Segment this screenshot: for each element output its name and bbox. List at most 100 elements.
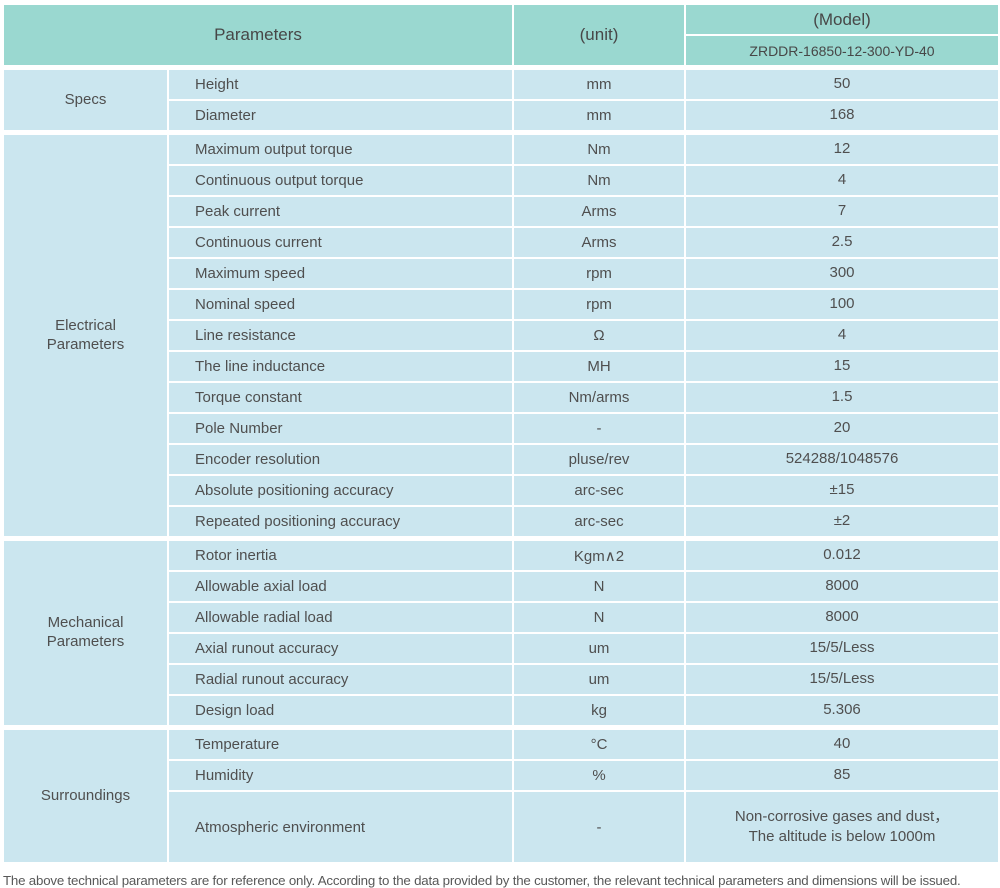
parameter-value: 15 <box>684 350 1000 383</box>
parameter-unit: % <box>512 759 686 792</box>
parameter-value: 40 <box>684 725 1000 761</box>
parameter-value: 12 <box>684 130 1000 166</box>
table-row: Allowable axial load N 8000 <box>3 570 1000 603</box>
parameter-unit: - <box>512 412 686 445</box>
parameter-name: Line resistance <box>167 319 514 352</box>
table-row: Peak current Arms 7 <box>3 195 1000 228</box>
parameter-unit: mm <box>512 65 686 101</box>
parameter-value: 15/5/Less <box>684 632 1000 665</box>
table-row: Pole Number -20 <box>3 412 1000 445</box>
parameter-unit: Nm <box>512 164 686 197</box>
parameter-value: ±15 <box>684 474 1000 507</box>
parameter-unit: - <box>512 790 686 864</box>
parameter-value: 168 <box>684 99 1000 134</box>
header-parameters: Parameters <box>2 3 514 69</box>
spec-table: Parameters (unit) (Model) ZRDDR-16850-12… <box>2 3 1000 864</box>
parameter-unit: Nm <box>512 130 686 166</box>
table-row: Specs Height mm 50 <box>2 65 1000 134</box>
parameter-unit: Kgm∧2 <box>512 536 686 572</box>
parameter-value: 7 <box>684 195 1000 228</box>
table-row: Electrical Parameters Maximum output torq… <box>2 130 1000 540</box>
parameter-name: The line inductance <box>167 350 514 383</box>
table-row: The line inductance MH 15 <box>3 350 1000 383</box>
parameter-value: 4 <box>684 164 1000 197</box>
parameter-unit: N <box>512 601 686 634</box>
table-row: Maximum speed rpm 300 <box>3 257 1000 290</box>
parameter-value: 1.5 <box>684 381 1000 414</box>
parameter-value: 524288/1048576 <box>684 443 1000 476</box>
parameter-value: 4 <box>684 319 1000 352</box>
parameter-value: 2.5 <box>684 226 1000 259</box>
parameter-name: Encoder resolution <box>167 443 514 476</box>
section-name: Mechanical Parameters <box>2 536 169 729</box>
parameter-value: 100 <box>684 288 1000 321</box>
table-row: Humidity% 85 <box>3 759 1000 792</box>
parameter-name: Diameter <box>167 99 514 134</box>
table-row: Repeated positioning accuracy arc-sec ±2 <box>3 505 1000 540</box>
table-row: Continuous output torque Nm 4 <box>3 164 1000 197</box>
parameter-unit: um <box>512 632 686 665</box>
parameter-value: 8000 <box>684 601 1000 634</box>
table-row: Mechanical Parameters Rotor inertia Kgm∧2 0… <box>2 536 1000 729</box>
parameter-value: 15/5/Less <box>684 663 1000 696</box>
parameter-name: Rotor inertia <box>167 536 514 572</box>
parameter-name: Allowable axial load <box>167 570 514 603</box>
header-model-number: ZRDDR-16850-12-300-YD-40 <box>684 34 1000 69</box>
parameter-name: Radial runout accuracy <box>167 663 514 696</box>
parameter-unit: kg <box>512 694 686 729</box>
table-row: Allowable radial load N 8000 <box>3 601 1000 634</box>
parameter-unit: pluse/rev <box>512 443 686 476</box>
table-row: Absolute positioning accuracy arc-sec ±15 <box>3 474 1000 507</box>
parameter-unit: N <box>512 570 686 603</box>
parameter-name: Atmospheric environment <box>167 790 514 864</box>
parameter-name: Nominal speed <box>167 288 514 321</box>
parameter-value: 300 <box>684 257 1000 290</box>
parameter-value: 20 <box>684 412 1000 445</box>
section-name-label: Mechanical Parameters <box>46 614 125 650</box>
parameter-unit: MH <box>512 350 686 383</box>
section-name: Surroundings <box>2 725 169 864</box>
section-name: Electrical Parameters <box>2 130 169 540</box>
parameter-unit: arc-sec <box>512 474 686 507</box>
parameter-name: Pole Number <box>167 412 514 445</box>
table-row: Encoder resolution pluse/rev 524288/104857… <box>3 443 1000 476</box>
parameter-value: 8000 <box>684 570 1000 603</box>
parameter-name: Torque constant <box>167 381 514 414</box>
header-unit: (unit) <box>512 3 686 69</box>
parameter-name: Humidity <box>167 759 514 792</box>
parameter-unit: rpm <box>512 288 686 321</box>
parameter-name: Continuous current <box>167 226 514 259</box>
parameter-unit: rpm <box>512 257 686 290</box>
parameter-name: Absolute positioning accuracy <box>167 474 514 507</box>
parameter-value: 85 <box>684 759 1000 792</box>
footnote: The above technical parameters are for r… <box>3 873 961 888</box>
parameter-name: Repeated positioning accuracy <box>167 505 514 540</box>
parameter-name: Design load <box>167 694 514 729</box>
parameter-unit: Arms <box>512 226 686 259</box>
parameter-unit: °C <box>512 725 686 761</box>
parameter-unit: um <box>512 663 686 696</box>
spec-table-header: Parameters (unit) (Model) ZRDDR-16850-12… <box>2 3 1000 69</box>
table-row: Design load kg 5.306 <box>3 694 1000 729</box>
header-model: (Model) <box>684 3 1000 36</box>
section-name-label: Electrical Parameters <box>46 316 125 353</box>
section-name: Specs <box>2 65 169 134</box>
parameter-value: 5.306 <box>684 694 1000 729</box>
parameter-name: Continuous output torque <box>167 164 514 197</box>
spec-table-body: Specs Height mm 50 Diameter mm 168 Electrical P… <box>2 65 1000 864</box>
parameter-unit: Nm/arms <box>512 381 686 414</box>
parameter-unit: mm <box>512 99 686 134</box>
table-row: Radial runout accuracy um 15/5/Less <box>3 663 1000 696</box>
section-name-label: Surroundings <box>40 786 131 804</box>
parameter-value: 0.012 <box>684 536 1000 572</box>
parameter-value: 50 <box>684 65 1000 101</box>
parameter-name: Peak current <box>167 195 514 228</box>
table-row: Continuous current Arms 2.5 <box>3 226 1000 259</box>
parameter-name: Allowable radial load <box>167 601 514 634</box>
section-name-label: Specs <box>64 90 107 108</box>
table-row: Nominal speed rpm 100 <box>3 288 1000 321</box>
parameter-name: Maximum speed <box>167 257 514 290</box>
parameter-name: Maximum output torque <box>167 130 514 166</box>
table-row: Surroundings Temperature °C 40 <box>2 725 1000 864</box>
